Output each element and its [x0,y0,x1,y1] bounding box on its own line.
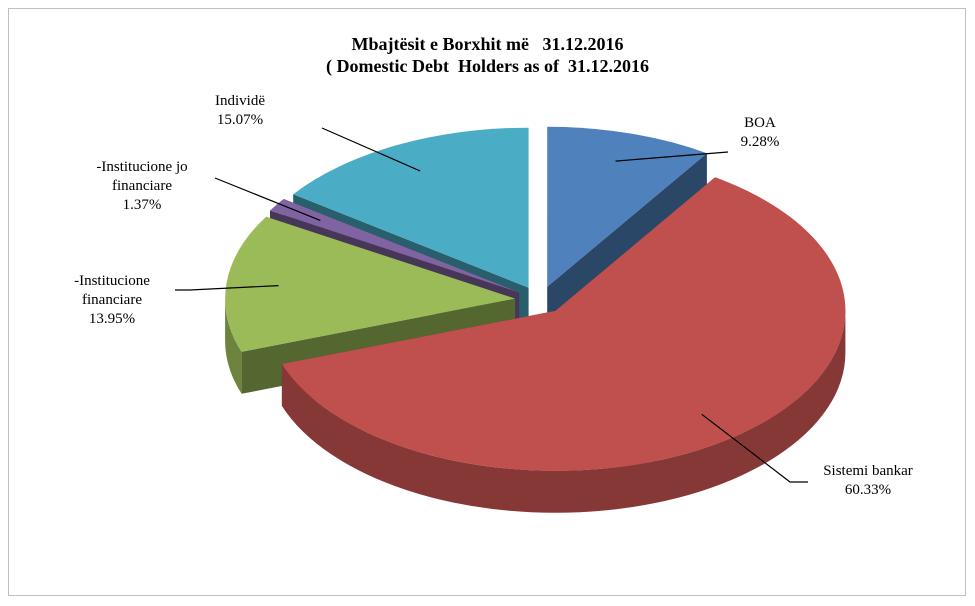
slice-wall [225,298,242,394]
pie-slice [270,199,520,293]
pie-slice [547,126,707,287]
leader-line [214,177,321,221]
value-label: 15.07% [216,112,264,128]
leader-line [175,285,279,291]
leader-line [701,413,808,483]
slice-label: Sistemi bankar 60.33% [803,462,933,500]
value-label: 60.33% [844,482,892,498]
value-label: 1.37% [122,197,162,213]
chart-subtitle: ( Domestic Debt Holders as of 31.12.2016 [326,56,649,76]
slice-label: BOA 9.28% [720,114,800,152]
slice-wall [281,310,846,513]
category-label: Sistemi bankar [823,463,913,479]
chart-frame [8,8,966,596]
value-label: 9.28% [740,134,780,150]
leader-line [321,127,421,172]
category-label: -Institucione financiare [74,273,150,308]
category-label: -Institucione jo financiare [96,159,188,194]
pie-slice [293,127,529,288]
pie-slice [225,216,516,352]
category-label: BOA [744,115,776,131]
slice-label: Individë 15.07% [195,92,285,130]
leader-line [615,151,729,162]
slice-label: -Institucione financiare 13.95% [57,272,167,329]
value-label: 13.95% [88,311,136,327]
chart-title: Mbajtësit e Borxhit më 31.12.2016 [351,34,624,54]
pie-slice [281,177,846,471]
slice-label: -Institucione jo financiare 1.37% [67,158,217,215]
category-label: Individë [215,93,265,109]
